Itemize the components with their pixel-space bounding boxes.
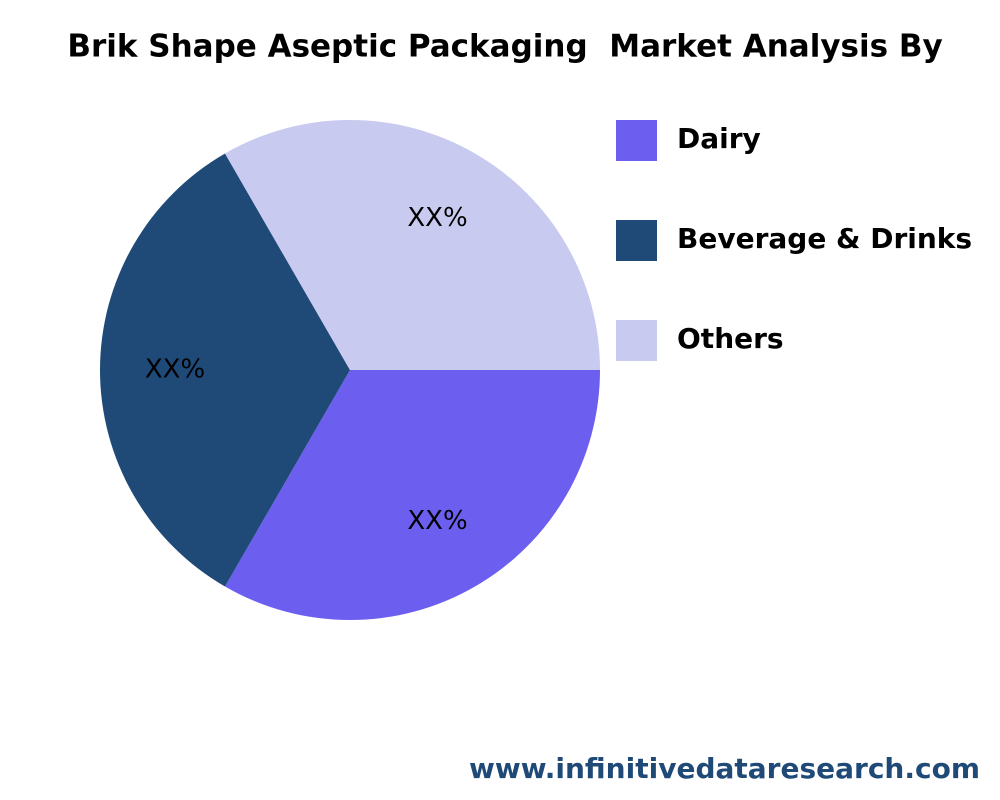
chart-title: Brik Shape Aseptic Packaging Market Anal… bbox=[67, 29, 942, 65]
legend-swatch bbox=[616, 320, 657, 361]
value-label: XX% bbox=[145, 355, 205, 385]
pie-slice bbox=[225, 119, 600, 370]
legend-label: Others bbox=[677, 322, 784, 355]
value-label: XX% bbox=[407, 506, 467, 536]
legend-label: Dairy bbox=[677, 122, 761, 155]
pie-slice bbox=[225, 370, 600, 620]
value-label: XX% bbox=[407, 203, 467, 233]
legend-swatch bbox=[616, 220, 657, 261]
legend-label: Beverage & Drinks bbox=[677, 222, 972, 255]
source-url: www.infinitivedataresearch.com bbox=[469, 752, 980, 785]
legend-swatch bbox=[616, 120, 657, 161]
